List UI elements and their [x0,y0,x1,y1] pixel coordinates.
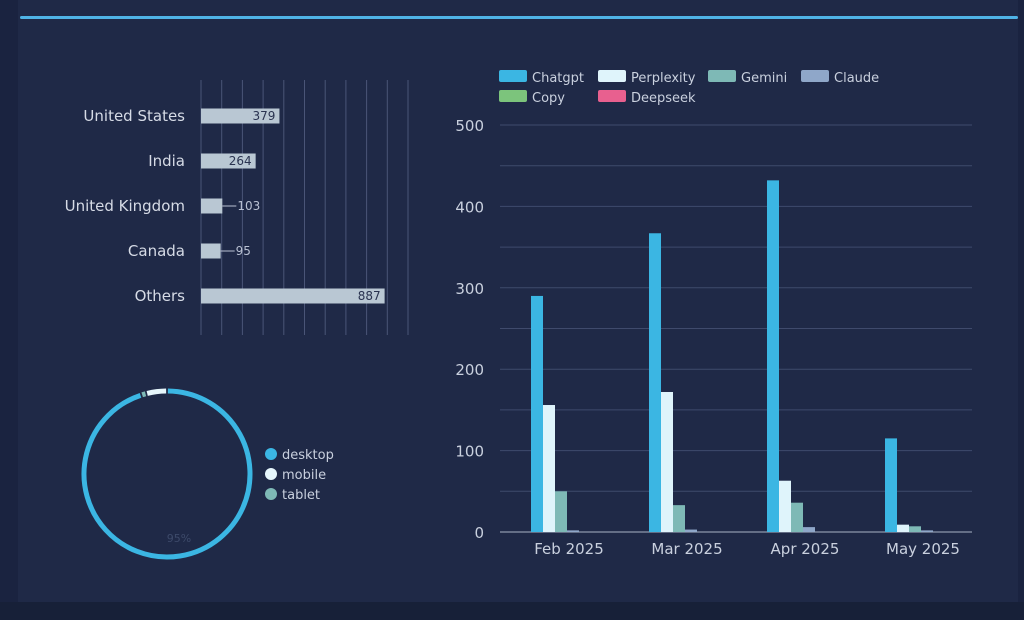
monthly-x-tick-feb-2025: Feb 2025 [534,540,604,558]
country-bar-united-kingdom [201,198,223,214]
monthly-bar-gemini-apr-2025 [791,502,803,532]
monthly-y-tick-200: 200 [455,361,484,379]
monthly-bar-perplexity-may-2025 [897,524,909,532]
donut-slice-tablet [141,391,147,398]
country-label-india: India [148,152,185,170]
country-label-canada: Canada [128,242,185,260]
country-bar-others [201,288,385,304]
country-bar-united-states [201,108,280,124]
monthly-legend-swatch-gemini [708,70,736,82]
monthly-bar-gemini-feb-2025 [555,491,567,532]
monthly-bar-claude-feb-2025 [567,530,579,532]
monthly-bar-claude-apr-2025 [803,527,815,532]
donut-legend-label-tablet: tablet [282,488,320,503]
donut-legend-label-desktop: desktop [282,448,334,463]
monthly-legend-swatch-copy [499,90,527,102]
bottom-band [0,602,1024,620]
monthly-llm-bar-chart: 0 100 200 300 400 500 Feb 2025 Mar 2025 Apr 2025… [455,70,972,558]
monthly-x-tick-may-2025: May 2025 [886,540,960,558]
country-value-united-states: 379 [253,109,276,123]
monthly-legend-swatch-claude [801,70,829,82]
donut-legend-label-mobile: mobile [282,468,326,483]
monthly-y-tick-400: 400 [455,198,484,216]
donut-slice-desktop [81,388,253,560]
monthly-legend-swatch-perplexity [598,70,626,82]
monthly-bar-chatgpt-may-2025 [885,438,897,532]
monthly-legend-label-copy: Copy [532,91,565,106]
monthly-legend-label-deepseek: Deepseek [631,91,696,106]
country-value-india: 264 [229,154,252,168]
monthly-bar-perplexity-mar-2025 [661,391,673,532]
monthly-x-tick-apr-2025: Apr 2025 [771,540,840,558]
monthly-bar-perplexity-apr-2025 [779,480,791,532]
country-label-others: Others [135,287,186,305]
country-bar-india [201,153,256,169]
monthly-bar-chatgpt-mar-2025 [649,233,661,532]
donut-legend-swatch-desktop [265,448,277,460]
monthly-bar-chatgpt-feb-2025 [531,295,543,532]
monthly-bar-claude-may-2025 [921,530,933,532]
country-bar-canada [201,243,221,259]
device-donut-chart: 95% desktop mobile tablet [81,388,334,560]
monthly-bar-chatgpt-apr-2025 [767,180,779,533]
monthly-legend-label-chatgpt: Chatgpt [532,71,584,86]
monthly-legend-swatch-deepseek [598,90,626,102]
donut-slice-mobile [146,388,167,396]
monthly-x-tick-mar-2025: Mar 2025 [651,540,722,558]
donut-legend-swatch-tablet [265,488,277,500]
monthly-y-tick-0: 0 [474,524,484,542]
country-value-canada: 95 [236,244,251,258]
country-bar-chart: United States 379 India 264 United Kingdom 10… [65,80,409,335]
country-value-united-kingdom: 103 [237,199,260,213]
donut-legend-swatch-mobile [265,468,277,480]
monthly-legend-label-perplexity: Perplexity [631,71,696,86]
monthly-bar-perplexity-feb-2025 [543,405,555,532]
monthly-legend-swatch-chatgpt [499,70,527,82]
donut-percent-label: 95% [167,532,191,545]
monthly-bar-gemini-may-2025 [909,526,921,532]
monthly-y-tick-300: 300 [455,280,484,298]
country-label-united-kingdom: United Kingdom [65,197,185,215]
monthly-y-tick-100: 100 [455,443,484,461]
country-label-united-states: United States [83,107,185,125]
monthly-legend-label-claude: Claude [834,71,879,86]
monthly-y-tick-500: 500 [455,117,484,135]
country-value-others: 887 [358,289,381,303]
top-accent-line [20,16,1018,19]
monthly-legend-label-gemini: Gemini [741,71,787,86]
monthly-bar-gemini-mar-2025 [673,505,685,532]
monthly-bar-claude-mar-2025 [685,529,697,532]
